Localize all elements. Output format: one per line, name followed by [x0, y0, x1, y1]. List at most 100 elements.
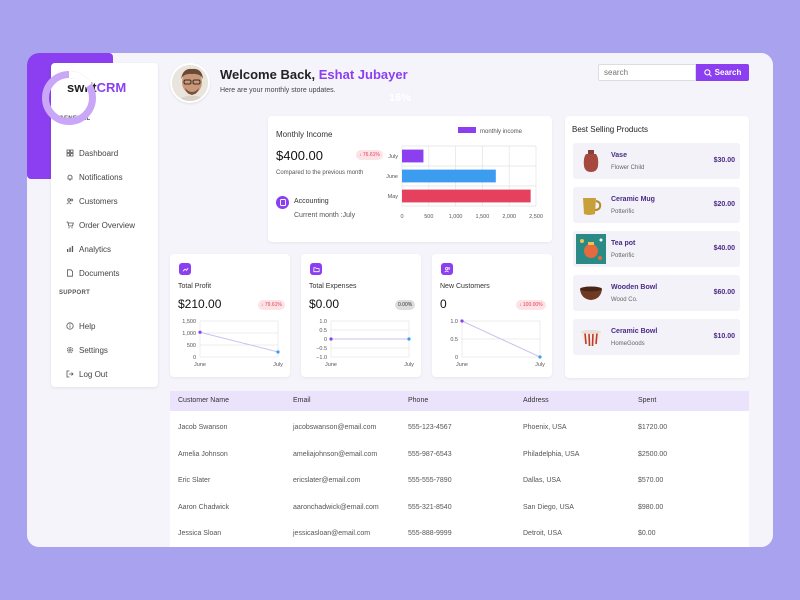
- data-point: [198, 330, 202, 334]
- stat-change-badge: ↓ 100.00%: [516, 300, 546, 310]
- y-tick-label: 500: [187, 343, 196, 349]
- sidebar-item-log-out[interactable]: Log Out: [66, 368, 107, 380]
- stat-value: 0: [440, 297, 447, 311]
- users-icon: [66, 197, 74, 205]
- column-header[interactable]: Phone: [408, 397, 429, 404]
- document-icon: [66, 269, 74, 277]
- product-image: [576, 278, 606, 308]
- page-subtitle: Here are your monthly store updates.: [220, 87, 336, 94]
- x-tick-label: 500: [424, 214, 433, 220]
- product-row[interactable]: Tea pot Potterific $40.00: [573, 231, 740, 267]
- sidebar-item-order-overview[interactable]: Order Overview: [66, 219, 135, 231]
- y-tick-label: 1.0: [450, 319, 458, 325]
- sidebar-item-analytics[interactable]: Analytics: [66, 243, 111, 255]
- trend-up-icon: [182, 267, 188, 272]
- stat-icon-wrap: [441, 263, 453, 275]
- accounting-icon-wrap: [276, 196, 289, 209]
- avatar[interactable]: [170, 63, 210, 103]
- sidebar-item-documents[interactable]: Documents: [66, 267, 119, 279]
- stat-value: $0.00: [309, 297, 340, 311]
- product-vendor: Flower Child: [611, 165, 645, 171]
- data-point: [276, 350, 280, 354]
- user-name: Eshat Jubayer: [318, 67, 408, 82]
- product-price: $60.00: [713, 289, 735, 296]
- sidebar-item-label: Dashboard: [79, 148, 119, 158]
- stat-title: Total Expenses: [309, 283, 357, 290]
- table-cell: $570.00: [638, 477, 664, 484]
- x-tick-label: 1,000: [449, 214, 463, 220]
- table-cell: $0.00: [638, 530, 656, 537]
- product-vendor: Potterific: [611, 253, 635, 259]
- monthly-income-card: Monthly Income $400.00 ↓ 76.61% Compared…: [268, 116, 552, 242]
- x-tick-label: June: [194, 362, 206, 368]
- bell-icon: [66, 173, 74, 181]
- sidebar-item-label: Order Overview: [79, 220, 136, 230]
- y-tick-label: −0.5: [316, 346, 327, 352]
- product-vendor: Potterific: [611, 209, 635, 215]
- table-cell: 555-555-7890: [408, 477, 452, 484]
- sidebar-item-label: Notifications: [79, 172, 123, 182]
- y-tick-label: 1.0: [319, 319, 327, 325]
- table-cell: Amelia Johnson: [178, 450, 228, 458]
- sidebar-item-customers[interactable]: Customers: [66, 195, 118, 207]
- income-value: $400.00: [276, 148, 323, 163]
- product-vendor: HomeGoods: [611, 341, 645, 347]
- support-section-label: SUPPORT: [59, 290, 91, 296]
- stat-change-badge: 0.00%: [395, 300, 416, 310]
- user-avatar-icon: [172, 65, 208, 101]
- target-percent: 16%: [388, 92, 412, 104]
- income-change-badge: ↓ 76.61%: [356, 150, 383, 160]
- x-tick-label: June: [325, 362, 337, 368]
- donut-progress: [42, 71, 96, 125]
- sidebar-item-label: Analytics: [79, 244, 112, 254]
- sidebar-item-dashboard[interactable]: Dashboard: [66, 147, 118, 159]
- x-tick-label: July: [404, 362, 414, 368]
- bar: [402, 169, 496, 183]
- column-header[interactable]: Customer Name: [178, 397, 229, 404]
- product-row[interactable]: Wooden Bowl Wood Co. $60.00: [573, 275, 740, 311]
- y-tick-label: 1,000: [182, 331, 196, 337]
- column-header[interactable]: Address: [523, 397, 549, 404]
- bar: [402, 189, 531, 203]
- x-tick-label: 1,500: [476, 214, 490, 220]
- y-tick-label: 1,500: [182, 319, 196, 325]
- product-name: Wooden Bowl: [611, 284, 658, 291]
- y-tick-label: 0: [324, 337, 327, 343]
- product-price: $10.00: [713, 333, 735, 340]
- ceramic-bowl-icon: [581, 330, 601, 347]
- data-point: [460, 319, 464, 323]
- y-tick-label: July: [388, 154, 398, 160]
- column-header[interactable]: Email: [293, 397, 311, 404]
- table-cell: ameliajohnson@email.com: [293, 450, 378, 458]
- search-button[interactable]: Search: [696, 64, 749, 81]
- accounting-title: Accounting: [294, 198, 329, 205]
- product-price: $20.00: [713, 201, 735, 208]
- data-point: [538, 355, 542, 359]
- product-name: Tea pot: [611, 240, 636, 247]
- income-title: Monthly Income: [276, 130, 333, 139]
- product-vendor: Wood Co.: [611, 297, 638, 303]
- sidebar-item-settings[interactable]: Settings: [66, 344, 108, 356]
- search-input[interactable]: [598, 64, 696, 81]
- x-tick-label: 2,000: [502, 214, 516, 220]
- table-cell: 555-888-9999: [408, 530, 452, 537]
- accounting-subtitle: Current month :July: [294, 212, 356, 219]
- column-header[interactable]: Spent: [638, 397, 657, 404]
- mug-icon: [583, 198, 602, 215]
- series-line: [199, 331, 279, 353]
- table-cell: $1720.00: [638, 424, 668, 431]
- gear-icon: [66, 346, 74, 354]
- table-cell: Phoenix, USA: [523, 424, 567, 431]
- sidebar-item-label: Help: [79, 321, 96, 331]
- product-name: Ceramic Mug: [611, 196, 655, 203]
- sidebar: swiftCRM GENERAL Dashboard Notifications C…: [51, 63, 158, 387]
- sidebar-item-help[interactable]: Help: [66, 320, 95, 332]
- app-frame: swiftCRM GENERAL Dashboard Notifications C…: [27, 53, 773, 547]
- x-tick-label: 2,500: [529, 214, 543, 220]
- vase-icon: [583, 150, 599, 172]
- product-row[interactable]: Ceramic Bowl HomeGoods $10.00: [573, 319, 740, 355]
- best-selling-title: Best Selling Products: [572, 125, 649, 134]
- product-row[interactable]: Vase Flower Child $30.00: [573, 143, 740, 179]
- sidebar-item-notifications[interactable]: Notifications: [66, 171, 123, 183]
- product-row[interactable]: Ceramic Mug Potterific $20.00: [573, 187, 740, 223]
